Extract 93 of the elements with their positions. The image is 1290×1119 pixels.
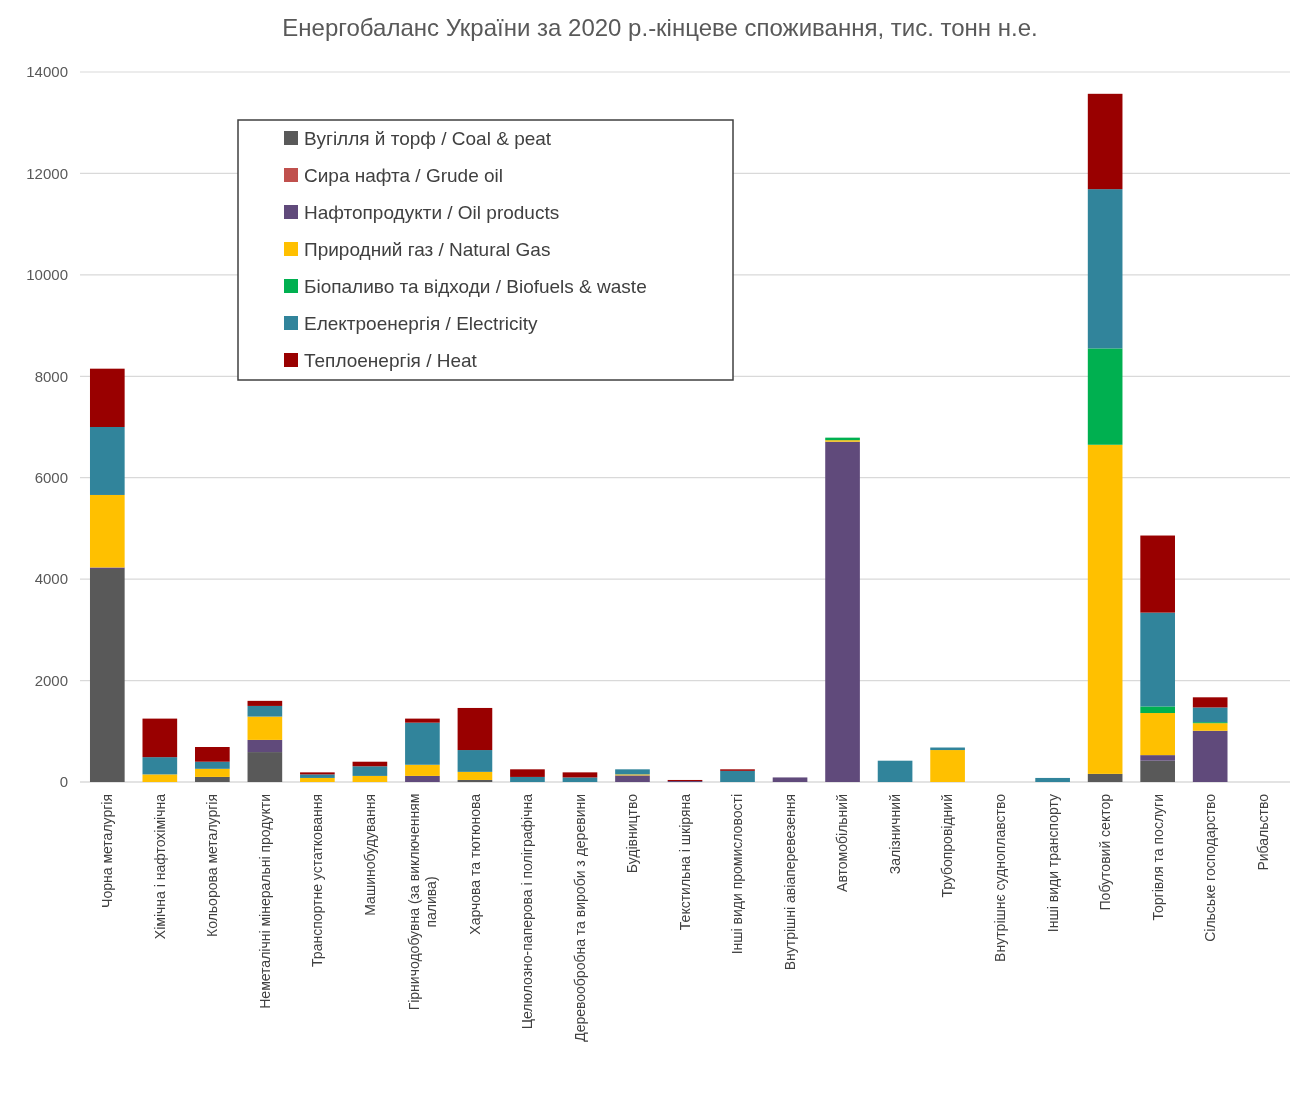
legend-label: Вугілля й торф / Coal & peat xyxy=(304,127,552,149)
bar xyxy=(89,494,125,568)
bar xyxy=(457,707,493,751)
legend-label: Природний газ / Natural Gas xyxy=(304,238,551,260)
x-tick-label: Рибальство xyxy=(1254,793,1271,871)
legend-label: Теплоенергія / Heat xyxy=(304,349,478,371)
y-tick-label: 12000 xyxy=(26,164,68,182)
bar xyxy=(352,766,388,776)
legend-label: Біопаливо та відходи / Biofuels & waste xyxy=(304,275,647,297)
x-tick-label: Внутрішні авіаперевезення xyxy=(781,794,798,971)
bar xyxy=(457,771,493,780)
x-tick-label: Транспортне устатковання xyxy=(309,794,326,967)
bar xyxy=(1035,777,1070,782)
x-tick-label: Автомобільний xyxy=(834,794,851,892)
bar xyxy=(1192,707,1228,723)
bar xyxy=(89,427,125,495)
bar xyxy=(195,776,230,782)
bar xyxy=(1140,706,1175,714)
bar xyxy=(772,777,808,782)
bar xyxy=(89,368,125,427)
y-tick-label: 6000 xyxy=(34,468,68,486)
bar xyxy=(300,777,335,782)
x-tick-label: Хімічна і нафтохімічна xyxy=(151,793,168,940)
bar xyxy=(247,716,283,740)
y-tick-label: 2000 xyxy=(34,671,68,689)
x-tick-label: Целюлозно-паперова і поліграфічна xyxy=(519,793,536,1030)
bar xyxy=(405,764,440,776)
bar xyxy=(1087,773,1123,782)
bar xyxy=(405,775,440,782)
bar xyxy=(195,747,230,762)
x-tick-label: Інші види транспорту xyxy=(1044,794,1061,933)
bar xyxy=(89,569,125,782)
bar xyxy=(195,768,230,777)
bar xyxy=(1087,444,1123,774)
bar xyxy=(720,770,755,782)
x-tick-label: Інші види промисловості xyxy=(729,794,746,955)
y-tick-label: 14000 xyxy=(26,63,68,81)
legend-label: Електроенергія / Electricity xyxy=(304,312,538,334)
bar xyxy=(1087,93,1123,190)
chart-title: Енергобаланс України за 2020 р.-кінцеве споживання, тис. тонн н.е. xyxy=(282,14,1038,41)
bar xyxy=(457,750,493,772)
bar xyxy=(195,761,230,769)
x-tick-label: Кольорова металургія xyxy=(204,794,221,937)
bar xyxy=(247,700,283,706)
bar xyxy=(352,775,388,782)
bar xyxy=(1192,697,1228,708)
bar xyxy=(1140,760,1175,782)
bar xyxy=(877,760,913,782)
bar xyxy=(562,777,598,782)
legend-label: Нафтопродукти / Oil products xyxy=(304,201,560,223)
bar xyxy=(142,718,178,758)
bar xyxy=(247,705,283,717)
x-tick-label: Залізничний xyxy=(886,794,903,875)
y-tick-label: 4000 xyxy=(34,570,68,588)
legend-label: Сира нафта / Grude oil xyxy=(304,164,504,186)
bar xyxy=(405,722,440,765)
bar xyxy=(1192,723,1228,731)
bar xyxy=(615,769,650,775)
bar xyxy=(142,757,178,775)
x-tick-label: Будівництво xyxy=(624,793,641,874)
x-tick-label: Харчова та тютюнова xyxy=(466,793,483,935)
x-tick-label: Внутрішнє судноплавство xyxy=(992,793,1008,962)
bar xyxy=(142,774,178,782)
bar xyxy=(510,769,545,777)
bar xyxy=(247,739,283,753)
bar xyxy=(1140,713,1175,756)
bar xyxy=(1140,755,1175,761)
bar xyxy=(562,772,598,778)
bar xyxy=(1140,535,1175,613)
x-tick-label: Деревообробна та вироби з деревини xyxy=(571,794,588,1042)
y-tick-label: 0 xyxy=(59,773,68,791)
x-tick-label: Торгівля та послуги xyxy=(1149,794,1166,921)
y-tick-label: 8000 xyxy=(34,367,68,385)
x-tick-label: Чорна металургія xyxy=(99,794,116,908)
bar xyxy=(825,441,860,782)
bar xyxy=(1192,730,1228,782)
bar xyxy=(247,752,283,782)
y-tick-label: 10000 xyxy=(26,266,68,284)
x-tick-label: Текстильна і шкіряна xyxy=(676,793,693,931)
bar xyxy=(1087,348,1123,445)
x-tick-label: Трубопровідний xyxy=(939,794,956,898)
bar xyxy=(615,775,650,782)
bar xyxy=(457,779,493,782)
x-tick-label: Машинобудування xyxy=(361,794,378,916)
bar xyxy=(405,718,440,723)
x-tick-label: Неметалічні мінеральні продукти xyxy=(256,794,273,1009)
bar xyxy=(930,750,965,782)
x-tick-label: Побутовий сектор xyxy=(1097,793,1114,911)
bar xyxy=(1140,612,1175,707)
bar xyxy=(510,776,545,782)
x-tick-label: Гірничодобувна (за виключенням палива) xyxy=(405,793,439,1011)
x-tick-label: Сільське господарство xyxy=(1202,793,1219,942)
bar xyxy=(1087,189,1123,349)
